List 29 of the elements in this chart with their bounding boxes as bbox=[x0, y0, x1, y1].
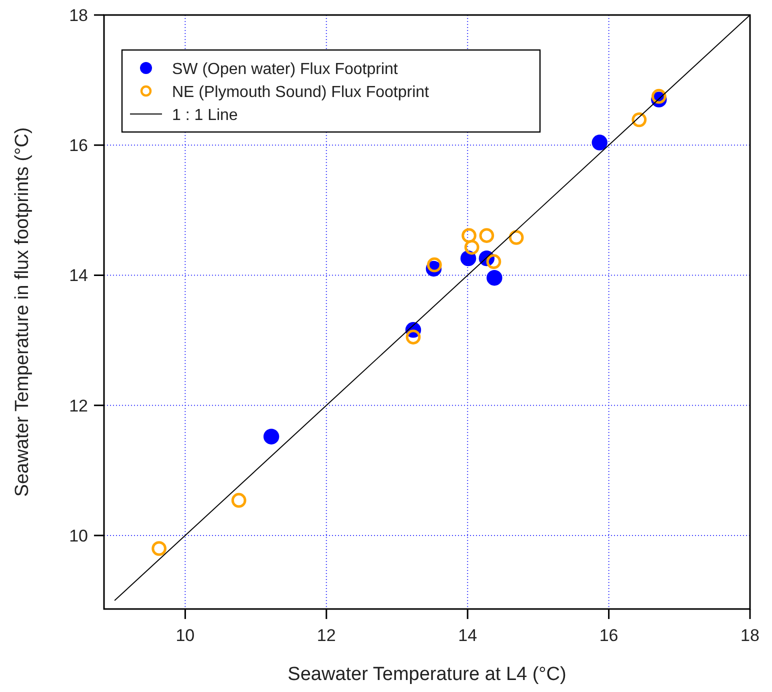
x-tick-label: 12 bbox=[316, 626, 336, 645]
point bbox=[406, 330, 421, 344]
point bbox=[479, 228, 494, 243]
legend-label: 1 : 1 Line bbox=[172, 107, 238, 124]
y-tick-label: 18 bbox=[69, 6, 88, 25]
point bbox=[231, 492, 246, 508]
point bbox=[263, 428, 280, 444]
y-axis-title: Seawater Temperature in flux footprints (°C) bbox=[12, 127, 33, 497]
point bbox=[152, 541, 166, 556]
x-axis-title: Seawater Temperature at L4 (°C) bbox=[288, 664, 566, 685]
point bbox=[632, 112, 647, 128]
y-tick-label: 12 bbox=[69, 396, 88, 416]
point bbox=[651, 88, 666, 104]
point bbox=[486, 254, 502, 269]
y-tick-label: 10 bbox=[69, 526, 88, 546]
x-tick-label: 16 bbox=[599, 626, 618, 645]
x-tick-label: 10 bbox=[176, 626, 195, 645]
point bbox=[426, 257, 442, 272]
point bbox=[464, 240, 480, 255]
point bbox=[508, 230, 524, 245]
x-tick-label: 14 bbox=[458, 626, 478, 645]
point bbox=[462, 228, 476, 243]
point bbox=[486, 270, 502, 286]
x-tick-label: 18 bbox=[740, 626, 760, 645]
y-tick-label: 16 bbox=[69, 136, 88, 156]
y-tick-label: 14 bbox=[69, 266, 88, 286]
legend-label: NE (Plymouth Sound) Flux Footprint bbox=[172, 84, 430, 101]
legend-label: SW (Open water) Flux Footprint bbox=[172, 61, 398, 78]
point bbox=[592, 134, 608, 150]
